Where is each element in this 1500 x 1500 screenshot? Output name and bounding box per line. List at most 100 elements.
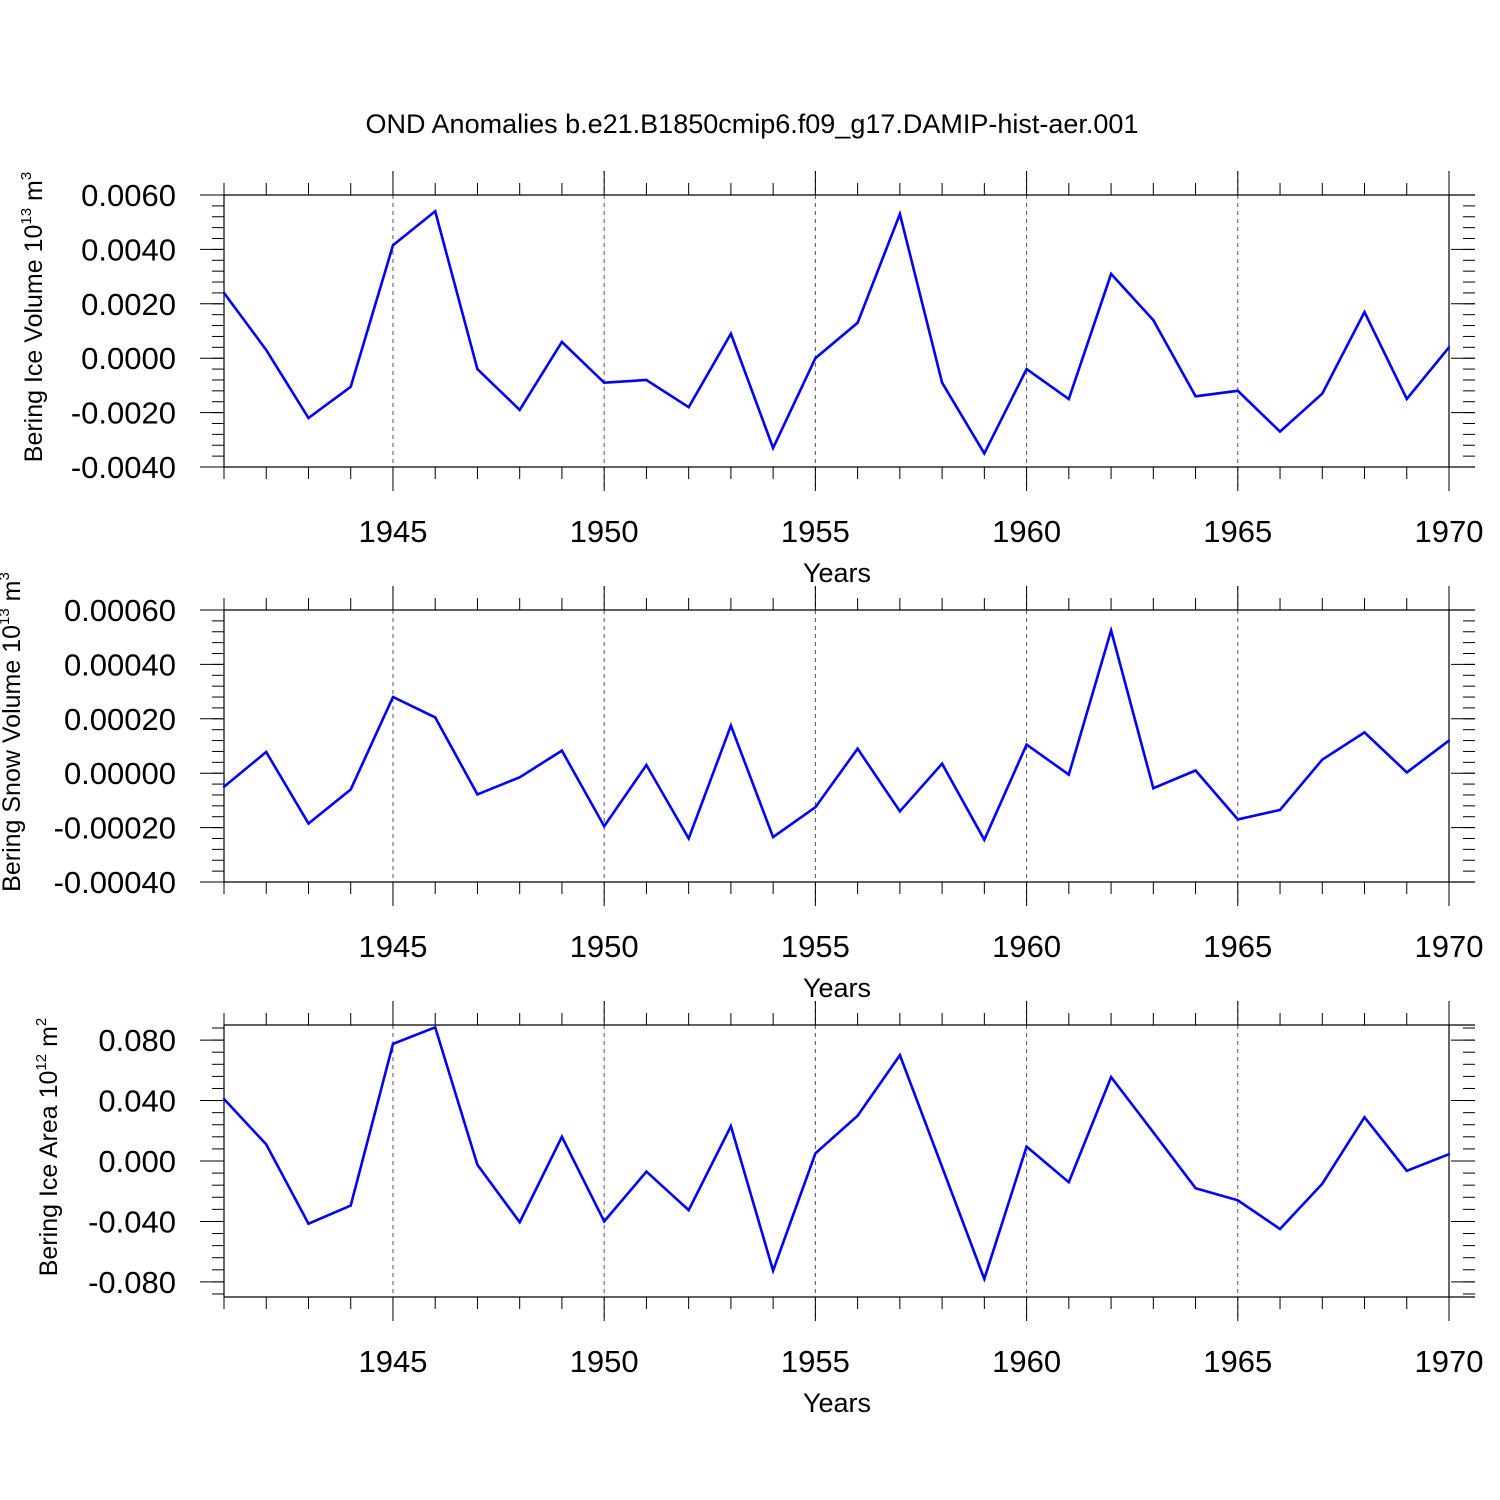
data-point-1948 (518, 408, 521, 412)
y-label-text: Bering Snow Volume 10 (0, 625, 26, 892)
y-axis-label: Bering Ice Area 1012 m2 (33, 1018, 63, 1277)
data-point-1962 (1109, 629, 1113, 632)
data-point-1968 (1363, 1115, 1366, 1119)
data-point-1944 (349, 385, 352, 388)
chart-title: OND Anomalies b.e21.B1850cmip6.f09_g17.D… (366, 109, 1139, 139)
data-point-1943 (307, 416, 310, 420)
data-point-1967 (1321, 1182, 1324, 1185)
data-point-1957 (898, 810, 902, 813)
data-point-1942 (265, 1143, 268, 1146)
y-tick-label: -0.040 (88, 1204, 176, 1239)
x-tick-label-1945: 1945 (358, 929, 427, 964)
x-tick-label-1955: 1955 (781, 1344, 850, 1379)
y-axis-label: Bering Ice Volume 1013 m3 (18, 172, 48, 462)
x-tick-label-1945: 1945 (358, 514, 427, 549)
data-point-1962 (1109, 272, 1113, 276)
y-tick-label: -0.0020 (71, 396, 176, 431)
y-label-exponent: 13 (18, 208, 35, 225)
data-point-1943 (307, 1222, 310, 1225)
data-point-1953 (729, 724, 733, 727)
data-point-1970 (1447, 1153, 1451, 1156)
x-tick-label-1960: 1960 (992, 514, 1061, 549)
y-tick-label: 0.0040 (81, 232, 176, 267)
data-point-1959 (983, 838, 986, 842)
y-label-text: Bering Ice Area 10 (35, 1071, 63, 1277)
y-tick-label: 0.00020 (64, 702, 176, 737)
y-label-unit: m (0, 581, 26, 609)
data-point-1955 (814, 357, 817, 360)
y-tick-label: -0.080 (88, 1265, 176, 1300)
data-point-1963 (1152, 786, 1155, 790)
data-point-1956 (856, 747, 859, 750)
y-label-exponent: 13 (0, 608, 13, 625)
data-point-1944 (349, 788, 352, 791)
data-point-1942 (265, 750, 268, 754)
data-point-1945 (391, 244, 395, 247)
data-point-1949 (560, 1135, 564, 1139)
data-point-1941 (222, 785, 226, 788)
x-axis-label: Years (803, 1388, 871, 1418)
series-line (223, 625, 1450, 843)
data-point-1945 (391, 695, 395, 699)
data-point-1960 (1025, 743, 1028, 746)
data-point-1970 (1447, 739, 1451, 742)
x-tick-label-1960: 1960 (992, 1344, 1061, 1379)
data-point-1970 (1447, 346, 1451, 349)
x-tick-label-1950: 1950 (570, 514, 639, 549)
data-point-1951 (645, 1170, 648, 1173)
data-point-1956 (856, 1114, 859, 1117)
y-tick-label: 0.0060 (81, 178, 176, 213)
y-tick-label: 0.0020 (81, 287, 176, 322)
y-tick-label: 0.080 (98, 1023, 176, 1058)
data-point-1964 (1194, 395, 1197, 398)
data-point-1949 (560, 749, 564, 752)
data-point-1962 (1109, 1075, 1113, 1079)
y-label-exponent: 12 (33, 1054, 50, 1071)
data-point-1957 (898, 212, 902, 216)
y-label-unit-exponent: 3 (0, 572, 13, 580)
y-label-unit-exponent: 2 (33, 1018, 50, 1026)
panel-3: -0.080 -0.040 0.000 0.040 0.080 1945 1950 1955 1… (33, 1001, 1483, 1418)
data-point-1947 (476, 367, 479, 371)
x-tick-label-1970: 1970 (1415, 929, 1484, 964)
data-point-1949 (560, 340, 564, 344)
data-point-1955 (814, 806, 817, 809)
data-point-1954 (771, 835, 775, 839)
x-tick-label-1965: 1965 (1203, 929, 1272, 964)
data-point-1966 (1278, 430, 1282, 433)
y-tick-label: 0.000 (98, 1144, 176, 1179)
data-point-1964 (1194, 1187, 1197, 1190)
data-point-1950 (602, 1220, 606, 1223)
data-point-1959 (983, 452, 986, 455)
data-point-1958 (940, 762, 944, 765)
data-point-1952 (687, 837, 690, 840)
data-point-1963 (1152, 1131, 1155, 1134)
y-label-text: Bering Ice Volume 10 (20, 225, 48, 463)
data-point-1969 (1405, 397, 1408, 401)
x-tick-label-1965: 1965 (1203, 514, 1272, 549)
data-point-1950 (602, 825, 606, 828)
data-point-1946 (434, 1026, 437, 1029)
y-tick-label: -0.00040 (54, 865, 176, 900)
panel-2: -0.00040 -0.00020 0.00000 0.00020 0.00040 0.0… (0, 572, 1483, 1003)
data-point-1951 (645, 378, 648, 382)
data-point-1961 (1067, 773, 1071, 776)
data-point-1944 (349, 1204, 352, 1207)
data-point-1965 (1236, 1199, 1239, 1202)
x-axis-label: Years (803, 973, 871, 1003)
panels: -0.0040 -0.0020 0.0000 0.0020 0.0040 0.0060 19… (0, 171, 1483, 1418)
data-point-1941 (222, 1097, 226, 1101)
y-tick-label: 0.00000 (64, 756, 176, 791)
data-point-1945 (391, 1042, 395, 1046)
data-point-1965 (1236, 389, 1239, 393)
data-point-1947 (476, 793, 479, 796)
data-point-1952 (687, 1208, 690, 1212)
data-point-1966 (1278, 808, 1282, 812)
data-point-1959 (983, 1277, 986, 1281)
data-point-1958 (940, 1165, 944, 1169)
y-tick-label: 0.00040 (64, 647, 176, 682)
y-label-unit-exponent: 3 (18, 172, 35, 180)
data-point-1943 (307, 822, 310, 825)
y-tick-label: -0.0040 (71, 450, 176, 485)
